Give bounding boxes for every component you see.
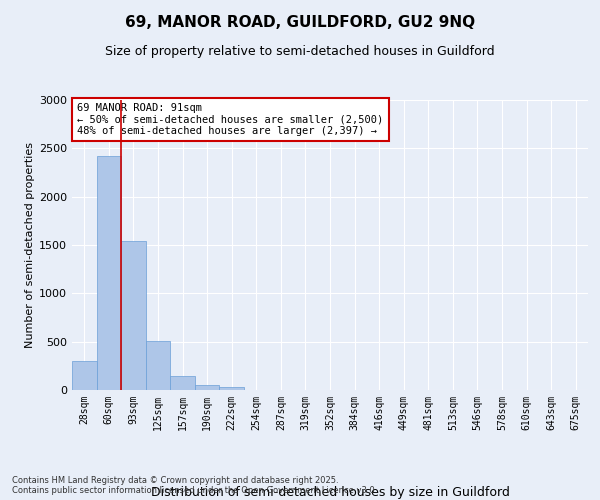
- X-axis label: Distribution of semi-detached houses by size in Guildford: Distribution of semi-detached houses by …: [151, 486, 509, 498]
- Text: 69, MANOR ROAD, GUILDFORD, GU2 9NQ: 69, MANOR ROAD, GUILDFORD, GU2 9NQ: [125, 15, 475, 30]
- Bar: [72, 361, 97, 390]
- Text: Size of property relative to semi-detached houses in Guildford: Size of property relative to semi-detach…: [105, 45, 495, 58]
- Text: 69 MANOR ROAD: 91sqm
← 50% of semi-detached houses are smaller (2,500)
48% of se: 69 MANOR ROAD: 91sqm ← 50% of semi-detac…: [77, 103, 383, 136]
- Bar: [121, 241, 146, 390]
- Bar: [195, 384, 220, 390]
- Bar: [170, 376, 195, 390]
- Text: Contains HM Land Registry data © Crown copyright and database right 2025.
Contai: Contains HM Land Registry data © Crown c…: [12, 476, 377, 495]
- Bar: [97, 156, 121, 390]
- Y-axis label: Number of semi-detached properties: Number of semi-detached properties: [25, 142, 35, 348]
- Bar: [146, 340, 170, 390]
- Bar: [220, 387, 244, 390]
